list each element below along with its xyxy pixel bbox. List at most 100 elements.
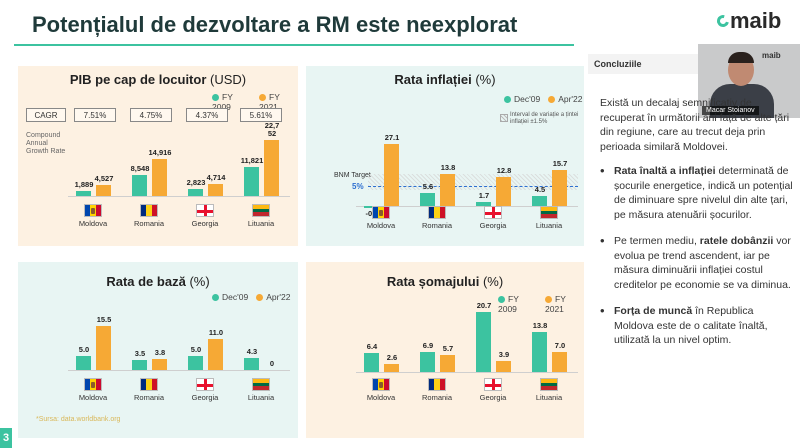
maib-logo: maib bbox=[714, 8, 782, 34]
bar-value-label: 5.6 bbox=[422, 182, 434, 192]
left-accent-bar bbox=[0, 0, 10, 448]
bar-georgia-first bbox=[188, 355, 203, 370]
country-label-moldova: Moldova bbox=[78, 219, 108, 228]
source-note: *Sursa: data.worldbank.org bbox=[36, 416, 121, 423]
chart-baseline bbox=[356, 372, 578, 373]
inflatie-legend-dec09-label: Dec'09 bbox=[514, 94, 541, 104]
country-label-lituania: Lituania bbox=[535, 393, 563, 402]
flag-moldova-icon bbox=[372, 206, 390, 219]
bar-value-label: 2,823 bbox=[186, 178, 206, 188]
bar-value-label: 4,527 bbox=[94, 173, 114, 183]
flag-lituania-icon bbox=[540, 378, 558, 391]
conclusion-item-inflation-text: determinată de șocurile energetice, indi… bbox=[614, 165, 793, 221]
somaj-legend-2021: FY 2021 bbox=[545, 294, 584, 314]
bar-value-label: 4,714 bbox=[206, 173, 226, 183]
bar-value-label: 4.5 bbox=[534, 184, 546, 194]
conclusion-item-interest: Pe termen mediu, ratele dobânzii vor evo… bbox=[600, 234, 794, 292]
country-label-georgia: Georgia bbox=[479, 393, 507, 402]
somaj-title: Rata șomajului (%) bbox=[306, 274, 584, 289]
bar-romania-first bbox=[420, 352, 435, 372]
bar-value-label: 7.0 bbox=[554, 340, 566, 350]
baza-legend: Dec'09 Apr'22 bbox=[212, 292, 291, 302]
bar-romania-second bbox=[440, 355, 455, 372]
bar-moldova-first bbox=[76, 355, 91, 370]
presenter-name: Macar Stoianov bbox=[702, 106, 759, 115]
panel-inflatie: Rata inflației (%) Dec'09 Apr'22 Interva… bbox=[306, 66, 584, 246]
cagr-georgia: 4.37% bbox=[186, 108, 228, 122]
interval-swatch-icon bbox=[500, 114, 508, 122]
conclusion-item-inflation: Rata înaltă a inflației determinată de ș… bbox=[600, 164, 794, 222]
bnm-target-label: BNM Target bbox=[334, 172, 371, 179]
cagr-label: CAGR bbox=[26, 108, 66, 122]
inflatie-unit: (%) bbox=[475, 72, 496, 87]
bar-value-label: 3.8 bbox=[154, 348, 166, 358]
inflatie-legend-dec09: Dec'09 bbox=[504, 94, 540, 104]
legend-dot-icon bbox=[259, 94, 266, 101]
country-label-moldova: Moldova bbox=[78, 393, 108, 402]
flag-moldova-icon bbox=[84, 378, 102, 391]
bar-value-label: 1,889 bbox=[74, 180, 94, 190]
flag-georgia-icon bbox=[484, 378, 502, 391]
bar-value-label: 6.9 bbox=[422, 341, 434, 350]
bar-georgia-second bbox=[496, 360, 511, 372]
bar-value-label: 11.0 bbox=[208, 327, 224, 337]
bar-georgia-second bbox=[208, 184, 223, 196]
presenter-video: maib Macar Stoianov bbox=[698, 44, 800, 118]
bar-georgia-first bbox=[476, 202, 491, 206]
flag-romania-icon bbox=[428, 206, 446, 219]
flag-moldova-icon bbox=[84, 204, 102, 217]
inflatie-interval-label: Interval de variație a țintei inflației … bbox=[510, 112, 579, 125]
bar-value-label: 1.7 bbox=[478, 191, 490, 201]
country-label-lituania: Lituania bbox=[247, 393, 275, 402]
bar-lituania-first bbox=[244, 166, 259, 196]
bar-value-label: 2.6 bbox=[386, 353, 398, 363]
flag-romania-icon bbox=[140, 204, 158, 217]
conclusion-item-labor-text: în Republica Moldova este de o calitate … bbox=[614, 305, 768, 346]
bar-value-label: 5.0 bbox=[78, 344, 90, 354]
bar-georgia-first bbox=[188, 189, 203, 196]
bar-georgia-second bbox=[496, 176, 511, 206]
somaj-legend-2009: FY 2009 bbox=[498, 294, 537, 314]
country-label-moldova: Moldova bbox=[366, 393, 396, 402]
video-logo: maib bbox=[762, 51, 781, 60]
flag-georgia-icon bbox=[196, 378, 214, 391]
pib-legend-2021: FY 2021 bbox=[259, 92, 298, 112]
bar-romania-second bbox=[152, 359, 167, 370]
chart-baseline bbox=[356, 206, 578, 207]
bar-romania-second bbox=[440, 174, 455, 206]
bar-georgia-first bbox=[476, 312, 491, 372]
panel-pib: PIB pe cap de locuitor (USD) FY 2009 FY … bbox=[18, 66, 298, 246]
conclusion-item-interest-text: vor evolua pe trend ascendent, iar pe mă… bbox=[614, 235, 791, 291]
bar-value-label: 4.3 bbox=[246, 346, 258, 356]
country-label-romania: Romania bbox=[421, 393, 452, 402]
bar-value-label: 0 bbox=[269, 359, 275, 368]
cagr-subtitle: Compound Annual Growth Rate bbox=[26, 132, 66, 155]
slide-title: Potențialul de dezvoltare a RM este neex… bbox=[32, 12, 518, 37]
country-label-romania: Romania bbox=[421, 221, 452, 230]
title-underline bbox=[14, 44, 574, 46]
chart-baseline bbox=[68, 370, 290, 371]
bar-lituania-second bbox=[552, 170, 567, 206]
legend-dot-icon bbox=[212, 94, 219, 101]
bar-romania-first bbox=[420, 193, 435, 206]
flag-georgia-icon bbox=[484, 206, 502, 219]
bar-value-label: 12.8 bbox=[496, 165, 512, 175]
bar-moldova-second bbox=[96, 326, 111, 370]
bar-value-label: 14,916 bbox=[148, 148, 172, 158]
conclusions-list: Rata înaltă a inflației determinată de ș… bbox=[600, 164, 794, 348]
baza-unit: (%) bbox=[189, 274, 210, 289]
pib-legend-2009-label: FY 2009 bbox=[212, 92, 233, 112]
bar-georgia-second bbox=[208, 338, 223, 370]
bar-value-label: 5.0 bbox=[190, 344, 202, 354]
conclusion-item-labor: Forța de muncă în Republica Moldova este… bbox=[600, 304, 794, 348]
baza-legend-dec09: Dec'09 bbox=[212, 292, 248, 302]
presenter-hair bbox=[728, 52, 754, 63]
baza-legend-dec09-label: Dec'09 bbox=[222, 292, 249, 302]
baza-title: Rata de bază (%) bbox=[18, 274, 298, 289]
bar-moldova-first bbox=[76, 191, 91, 196]
logo-text: maib bbox=[730, 8, 782, 33]
bar-lituania-second bbox=[264, 140, 279, 196]
country-label-romania: Romania bbox=[133, 219, 164, 228]
conclusion-item-inflation-bold: Rata înaltă a inflației bbox=[614, 165, 716, 177]
bar-romania-first bbox=[132, 174, 147, 196]
